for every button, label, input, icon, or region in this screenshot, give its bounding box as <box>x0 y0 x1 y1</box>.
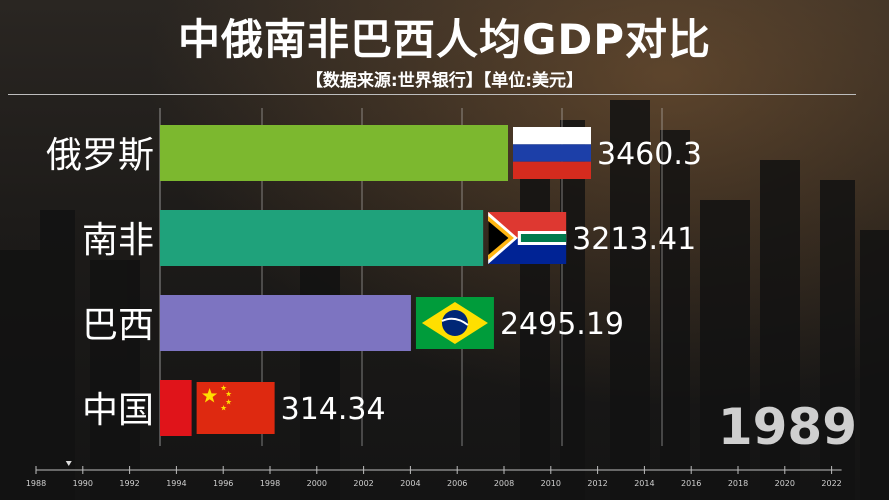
timeline-tick-label: 2002 <box>353 479 373 488</box>
current-year-label: 1989 <box>717 398 857 456</box>
value-label: 2495.19 <box>500 307 624 342</box>
timeline-tick-label: 2018 <box>728 479 748 488</box>
china-flag-icon <box>196 382 275 434</box>
timeline-tick-label: 2000 <box>307 479 327 488</box>
russia-flag-icon <box>513 127 591 179</box>
timeline-tick-label: 2016 <box>681 479 701 488</box>
value-label: 314.34 <box>281 392 386 427</box>
category-label: 俄罗斯 <box>46 135 154 176</box>
timeline-tick-label: 1994 <box>166 479 186 488</box>
brazil-flag-icon <box>415 297 494 349</box>
timeline-tick-label: 2014 <box>634 479 654 488</box>
category-label: 巴西 <box>82 305 154 346</box>
timeline-tick-label: 2012 <box>587 479 607 488</box>
timeline-tick-label: 1996 <box>213 479 233 488</box>
timeline-tick-label: 1990 <box>73 479 93 488</box>
title-divider <box>8 94 856 95</box>
value-label: 3213.41 <box>572 222 696 257</box>
bar <box>160 295 411 351</box>
chart-subtitle: 【数据来源:世界银行】【单位:美元】 <box>305 71 584 91</box>
category-label: 南非 <box>82 220 154 261</box>
category-label: 中国 <box>82 390 154 431</box>
chart-title: 中俄南非巴西人均GDP对比 <box>177 15 712 64</box>
bar <box>160 125 508 181</box>
timeline-tick-label: 1998 <box>260 479 280 488</box>
timeline-tick-label: 2022 <box>821 479 841 488</box>
bar <box>160 210 484 266</box>
timeline-tick-label: 1988 <box>26 479 46 488</box>
timeline-tick-label: 2008 <box>494 479 514 488</box>
timeline-tick-label: 2004 <box>400 479 420 488</box>
timeline-tick-label: 1992 <box>119 479 139 488</box>
value-label: 3460.3 <box>597 137 702 172</box>
bar <box>160 380 192 436</box>
south-africa-flag-icon <box>488 212 567 264</box>
timeline-tick-label: 2020 <box>775 479 795 488</box>
timeline-tick-label: 2010 <box>541 479 561 488</box>
timeline-pointer-icon <box>65 461 72 466</box>
timeline-tick-label: 2006 <box>447 479 467 488</box>
